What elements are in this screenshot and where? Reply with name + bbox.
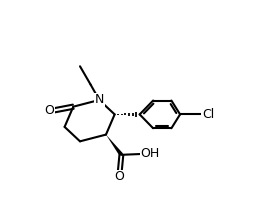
Text: O: O (44, 104, 54, 117)
Polygon shape (106, 135, 123, 156)
Text: N: N (95, 93, 104, 107)
Text: OH: OH (141, 147, 160, 160)
Text: Cl: Cl (202, 108, 214, 121)
Text: O: O (114, 170, 124, 183)
